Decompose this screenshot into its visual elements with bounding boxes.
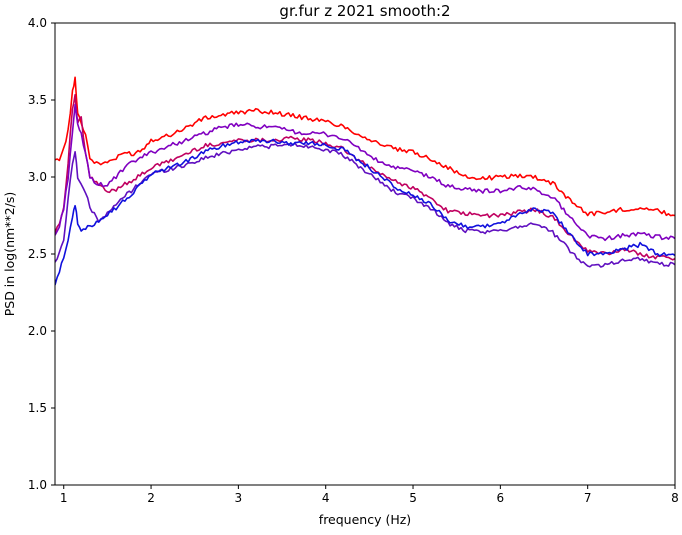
y-tick-label: 3.0: [28, 170, 47, 184]
series-layer: [55, 76, 675, 286]
x-tick-label: 4: [322, 491, 330, 505]
ticks-layer: 1 2 3 4 5 6 7 8 1.0 1.5 2.0 2.5 3.0 3.5 4.0: [28, 16, 679, 505]
x-axis-label: frequency (Hz): [319, 512, 411, 527]
x-tick-label: 6: [497, 491, 505, 505]
chart-title: gr.fur z 2021 smooth:2: [279, 2, 450, 20]
y-tick-label: 1.5: [28, 401, 47, 415]
series-line-5: [55, 138, 675, 286]
x-tick-label: 2: [147, 491, 155, 505]
y-tick-label: 1.0: [28, 478, 47, 492]
x-tick-label: 7: [584, 491, 592, 505]
x-tick-label: 1: [60, 491, 68, 505]
y-tick-label: 2.0: [28, 324, 47, 338]
series-line-3: [55, 104, 675, 242]
y-tick-label: 2.5: [28, 247, 47, 261]
series-line-1: [55, 76, 675, 217]
y-tick-label: 3.5: [28, 93, 47, 107]
y-tick-label: 4.0: [28, 16, 47, 30]
y-axis-label: PSD in log(nm**2/s): [2, 192, 17, 317]
x-tick-label: 8: [671, 491, 679, 505]
x-tick-label: 5: [409, 491, 417, 505]
x-tick-label: 3: [235, 491, 243, 505]
